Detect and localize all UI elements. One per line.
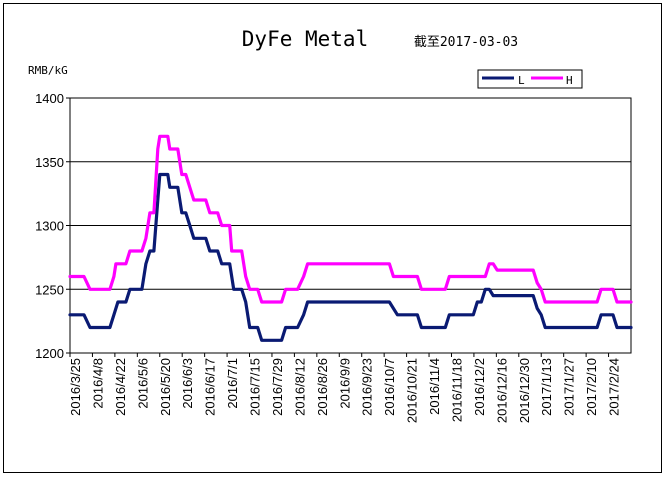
y-tick-label: 1200 <box>35 346 64 361</box>
x-tick-label: 2017/2/24 <box>607 358 622 416</box>
x-tick-label: 2016/12/16 <box>494 358 509 423</box>
x-tick-label: 2016/6/17 <box>203 358 218 416</box>
x-tick-label: 2016/6/3 <box>180 358 195 409</box>
y-tick-label: 1300 <box>35 219 64 234</box>
series-line-l <box>68 172 633 342</box>
x-axis-ticks: 2016/3/25 2016/4/8 2016/4/22 2016/5/6 2016/5… <box>68 353 622 423</box>
legend-box <box>477 69 583 89</box>
x-tick-label: 2016/10/21 <box>405 358 420 423</box>
x-tick-label: 2016/7/29 <box>270 358 285 416</box>
x-tick-label: 2016/11/18 <box>449 358 464 422</box>
gridlines <box>70 161 631 290</box>
x-tick-label: 2016/7/1 <box>225 358 240 409</box>
legend: L H <box>477 69 583 89</box>
legend-label-h: H <box>566 74 573 87</box>
series-line-h <box>68 134 633 304</box>
x-tick-label: 2016/3/25 <box>68 358 83 416</box>
x-tick-label: 2016/12/30 <box>517 358 532 423</box>
y-tick-label: 1400 <box>35 91 64 106</box>
chart-title: DyFe Metal <box>242 27 368 51</box>
x-tick-label: 2016/5/6 <box>135 358 150 409</box>
y-axis-unit-label: RMB/kG <box>28 64 68 77</box>
x-tick-label: 2017/1/13 <box>539 358 554 416</box>
x-tick-label: 2016/7/15 <box>248 358 263 416</box>
y-tick-label: 1350 <box>35 155 64 170</box>
x-tick-label: 2016/11/4 <box>427 358 442 415</box>
series-lines <box>68 134 633 342</box>
x-tick-label: 2016/8/26 <box>315 358 330 416</box>
y-axis-ticks: 1200 1250 1300 1350 1400 <box>35 91 70 361</box>
x-tick-label: 2016/4/8 <box>90 358 105 409</box>
chart-subtitle: 截至2017-03-03 <box>414 35 518 50</box>
x-tick-label: 2016/10/7 <box>382 358 397 416</box>
x-tick-label: 2016/5/20 <box>158 358 173 416</box>
x-tick-label: 2016/9/9 <box>337 358 352 409</box>
x-tick-label: 2016/4/22 <box>113 358 128 416</box>
y-tick-label: 1250 <box>35 282 64 297</box>
x-tick-label: 2016/9/23 <box>360 358 375 416</box>
x-tick-label: 2017/2/10 <box>584 358 599 416</box>
x-tick-label: 2017/1/27 <box>562 358 577 416</box>
legend-label-l: L <box>518 74 525 87</box>
x-tick-label: 2016/8/12 <box>292 358 307 416</box>
x-tick-label: 2016/12/2 <box>472 358 487 416</box>
